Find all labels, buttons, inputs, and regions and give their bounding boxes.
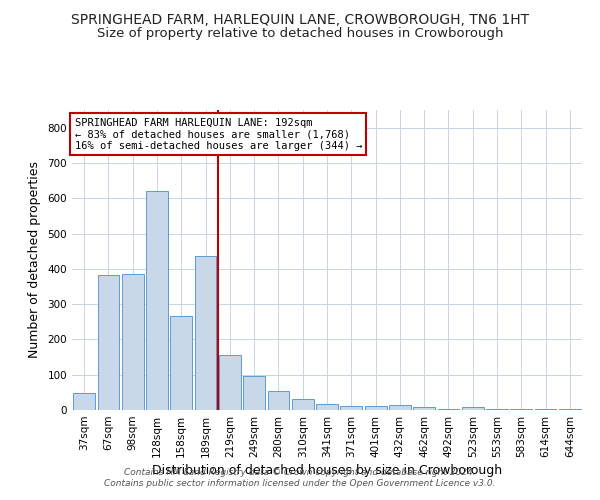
- X-axis label: Distribution of detached houses by size in Crowborough: Distribution of detached houses by size …: [152, 464, 502, 477]
- Bar: [559, 409, 581, 410]
- Bar: [389, 404, 411, 410]
- Bar: [462, 407, 484, 410]
- Bar: [437, 409, 460, 410]
- Bar: [219, 356, 241, 410]
- Text: SPRINGHEAD FARM, HARLEQUIN LANE, CROWBOROUGH, TN6 1HT: SPRINGHEAD FARM, HARLEQUIN LANE, CROWBOR…: [71, 12, 529, 26]
- Bar: [413, 407, 435, 410]
- Bar: [170, 316, 192, 410]
- Bar: [97, 275, 119, 410]
- Bar: [243, 376, 265, 410]
- Bar: [511, 409, 532, 410]
- Y-axis label: Number of detached properties: Number of detached properties: [28, 162, 41, 358]
- Text: SPRINGHEAD FARM HARLEQUIN LANE: 192sqm
← 83% of detached houses are smaller (1,7: SPRINGHEAD FARM HARLEQUIN LANE: 192sqm ←…: [74, 118, 362, 150]
- Text: Contains HM Land Registry data © Crown copyright and database right 2024.
Contai: Contains HM Land Registry data © Crown c…: [104, 468, 496, 487]
- Bar: [268, 392, 289, 410]
- Bar: [316, 404, 338, 410]
- Bar: [122, 274, 143, 410]
- Bar: [340, 406, 362, 410]
- Bar: [194, 256, 217, 410]
- Bar: [535, 409, 556, 410]
- Bar: [365, 406, 386, 410]
- Bar: [486, 409, 508, 410]
- Text: Size of property relative to detached houses in Crowborough: Size of property relative to detached ho…: [97, 28, 503, 40]
- Bar: [292, 400, 314, 410]
- Bar: [146, 191, 168, 410]
- Bar: [73, 393, 95, 410]
